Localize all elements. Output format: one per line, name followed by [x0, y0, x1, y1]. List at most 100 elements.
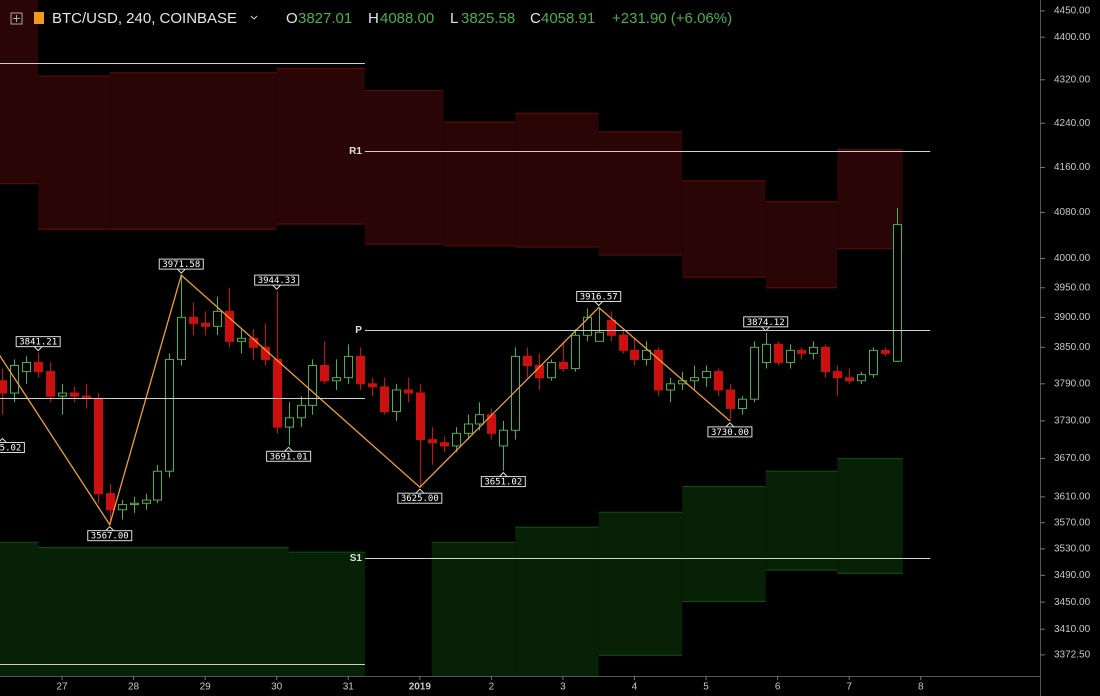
x-tick-label: 28 — [128, 682, 140, 693]
y-tick-label: 3900.00 — [1054, 312, 1091, 323]
y-tick-label: 4320.00 — [1054, 74, 1091, 85]
swing-value: 3971.58 — [162, 260, 200, 270]
swing-box — [87, 530, 133, 542]
candle-body — [130, 502, 139, 506]
candle-body — [475, 414, 484, 425]
x-tick-label: 5 — [703, 682, 709, 693]
candle-body — [225, 310, 234, 342]
swing-pointer — [105, 525, 115, 532]
candle-body — [750, 346, 759, 400]
swing-pointer — [594, 301, 604, 307]
y-tick-label: 3570.00 — [1054, 517, 1091, 528]
header[interactable]: BTC/USD, 240, COINBASE O 3827.01 H 4088.… — [10, 10, 732, 27]
candle-body — [595, 331, 604, 342]
candle-body — [464, 423, 473, 434]
swing-value: 3567.00 — [91, 532, 129, 542]
swing-label: 3730.00 — [707, 422, 753, 438]
pivot-label: R1 — [349, 146, 362, 157]
x-tick-label: 7 — [846, 682, 852, 693]
y-tick-label: 3450.00 — [1054, 597, 1091, 608]
resistance-band — [515, 113, 599, 247]
support-band — [837, 458, 903, 574]
support-band — [765, 471, 838, 571]
expand-icon[interactable] — [10, 12, 23, 25]
candle-body — [332, 377, 341, 382]
candle-body — [547, 361, 556, 379]
swing-pointer — [498, 471, 508, 477]
candle-body — [297, 404, 306, 419]
swing-pointer — [0, 437, 7, 443]
x-tick-label: 4 — [632, 682, 638, 693]
y-tick-label: 4080.00 — [1054, 207, 1091, 218]
candle-body — [690, 377, 699, 382]
resistance-band — [765, 201, 838, 288]
x-tick-label: 8 — [918, 682, 924, 693]
ohlc-key: L — [450, 10, 458, 27]
support-band — [0, 542, 39, 676]
candle-body — [786, 349, 795, 363]
swing-pointer — [284, 446, 293, 452]
symbol[interactable]: BTC/USD, 240, COINBASE — [52, 10, 237, 27]
y-tick-label: 3950.00 — [1054, 282, 1091, 293]
ohlc-value: 4088.00 — [380, 10, 434, 27]
pivot-label: S1 — [350, 553, 363, 564]
candle-body — [189, 316, 198, 324]
y-tick-label: 3850.00 — [1054, 342, 1091, 353]
swing-label: 3691.01 — [266, 446, 312, 462]
support-band — [682, 486, 766, 602]
candle-body — [607, 319, 616, 336]
resistance-band — [443, 122, 516, 246]
symbol-dropdown[interactable] — [250, 15, 258, 20]
candle-body — [857, 374, 866, 382]
y-tick-label: 3610.00 — [1054, 491, 1091, 502]
support-band — [38, 547, 289, 676]
swing-box — [576, 291, 622, 303]
candle-body — [774, 343, 783, 363]
x-tick-label: 29 — [200, 682, 212, 693]
candle-body — [82, 395, 91, 398]
y-tick-label: 4450.00 — [1054, 6, 1091, 17]
swing-label: 3651.02 — [480, 471, 526, 488]
swing-label: 3944.33 — [254, 274, 300, 290]
candle-body — [368, 383, 377, 388]
y-tick-label: 3490.00 — [1054, 570, 1091, 581]
plot-area: 3705.02 3841.21 3567.00 3971.58 3944.33 3691.… — [0, 0, 903, 676]
ohlc-key: O — [286, 10, 298, 27]
ohlc-key: C — [530, 10, 541, 27]
swing-pointer — [272, 284, 282, 290]
y-tick-label: 4160.00 — [1054, 162, 1091, 173]
candle-body — [654, 349, 663, 391]
swing-value: 3944.33 — [258, 276, 296, 286]
candle-body — [58, 392, 67, 397]
candle-body — [213, 310, 222, 327]
candle-body — [165, 358, 174, 472]
x-tick-label: 6 — [775, 682, 781, 693]
candle-body — [499, 429, 508, 447]
y-tick-label: 3410.00 — [1054, 624, 1091, 635]
candle-body — [404, 389, 413, 394]
x-tick-label: 31 — [343, 682, 355, 693]
candle-body — [511, 355, 520, 431]
swing-box — [158, 258, 204, 270]
candle-body — [797, 349, 806, 354]
ohlc-key: H — [368, 10, 379, 27]
swing-pointer — [33, 346, 43, 352]
support-band — [288, 552, 365, 676]
swing-value: 3841.21 — [19, 338, 57, 348]
candle-body — [702, 371, 711, 379]
swing-box — [254, 274, 300, 286]
candle-body — [666, 383, 675, 391]
candle-body — [619, 334, 628, 351]
candle-body — [356, 355, 365, 385]
pivot-label: P — [355, 325, 362, 336]
candle-body — [821, 346, 830, 373]
swing-value: 3705.02 — [0, 443, 21, 453]
candle-body — [571, 334, 580, 370]
resistance-band — [0, 0, 39, 184]
candle-body — [452, 432, 461, 447]
candle-body — [380, 386, 389, 413]
candle-body — [738, 398, 747, 409]
x-tick-label: 2019 — [409, 682, 432, 693]
change: +231.90 (+6.06%) — [612, 10, 732, 27]
y-tick-label: 4240.00 — [1054, 118, 1091, 129]
